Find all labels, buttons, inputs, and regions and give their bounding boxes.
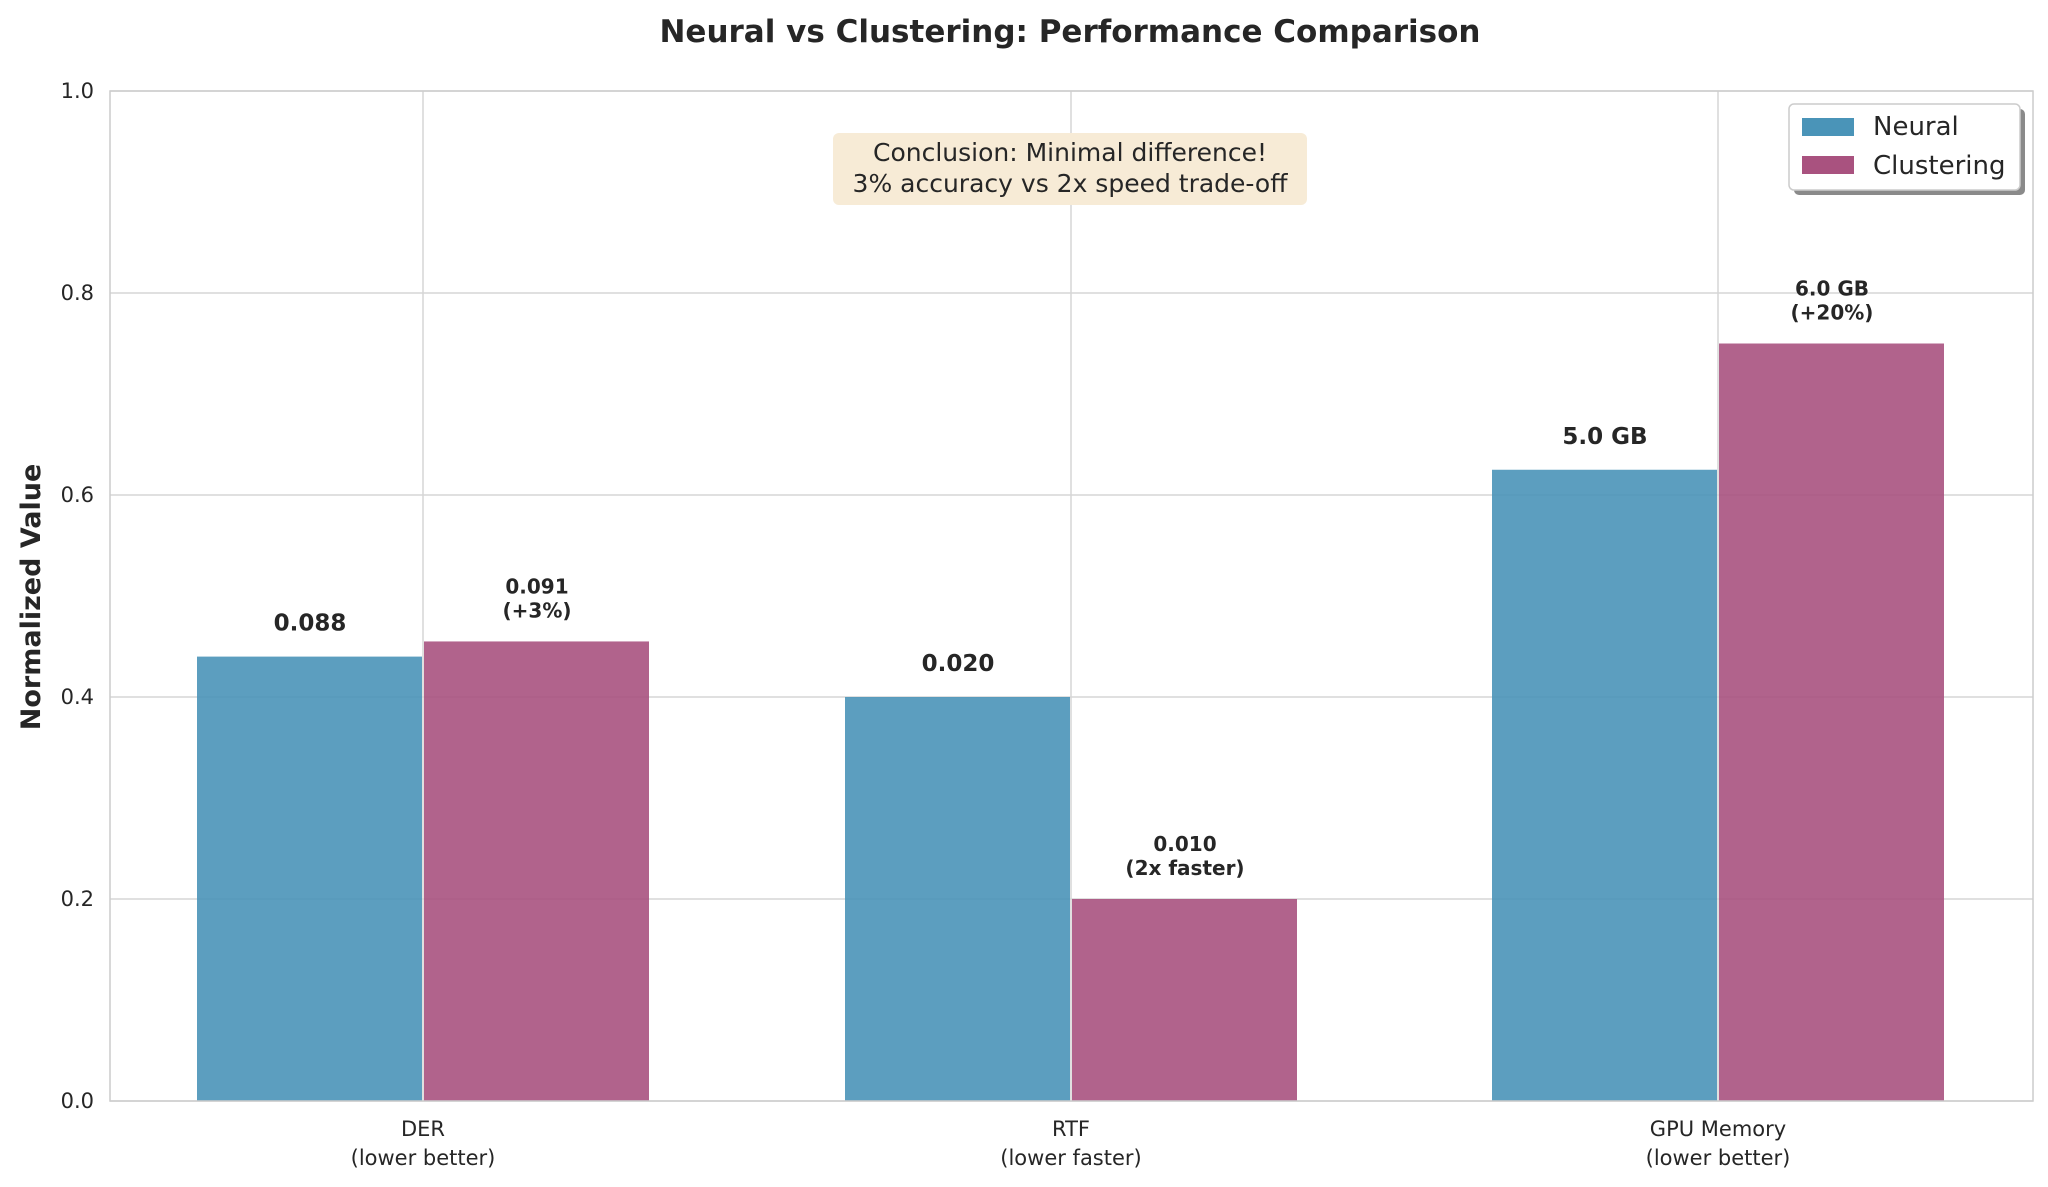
data-label: 0.091 (505, 574, 568, 598)
data-label: 6.0 GB (1795, 277, 1869, 301)
x-tick-label: (lower better) (1646, 1146, 1791, 1170)
y-tick-labels: 0.0 0.2 0.4 0.6 0.8 1.0 (61, 79, 94, 1113)
legend-swatch-neural (1802, 118, 1854, 136)
bar-clustering-2 (1719, 343, 1944, 1101)
x-tick-label: (lower faster) (1000, 1146, 1141, 1170)
x-tick-label: (lower better) (351, 1146, 496, 1170)
conclusion-note-box (833, 133, 1307, 205)
bar-clustering-1 (1072, 899, 1297, 1101)
data-label: 0.010 (1153, 832, 1216, 856)
chart-title: Neural vs Clustering: Performance Compar… (659, 14, 1480, 50)
y-tick-label: 0.6 (61, 483, 94, 507)
legend-label-neural: Neural (1873, 112, 1959, 142)
data-labels: 0.088 0.020 5.0 GB 0.091(+3%) 0.010(2x faste… (274, 277, 1874, 881)
x-tick-label: RTF (1052, 1117, 1090, 1141)
conclusion-note-line: 3% accuracy vs 2x speed trade-off (853, 169, 1289, 198)
x-tick-labels: DER (lower better) RTF (lower faster) GPU Me… (351, 1117, 1791, 1170)
y-tick-label: 0.4 (61, 685, 94, 709)
y-tick-label: 0.0 (61, 1089, 94, 1113)
y-axis-label: Normalized Value (16, 464, 47, 731)
conclusion-note: Conclusion: Minimal difference! 3% accur… (833, 133, 1307, 205)
y-tick-label: 0.2 (61, 887, 94, 911)
bar-clustering-0 (424, 641, 649, 1101)
data-label: 0.020 (922, 651, 995, 677)
bar-neural-1 (845, 697, 1070, 1101)
bars (197, 343, 1944, 1101)
data-label: (2x faster) (1125, 856, 1244, 880)
legend: Neural Clustering (1788, 103, 2025, 195)
data-label: (+3%) (503, 598, 572, 622)
plot-frame (109, 90, 2034, 1102)
y-tick-label: 1.0 (61, 79, 94, 103)
legend-label-clustering: Clustering (1873, 151, 2006, 181)
data-label: (+20%) (1791, 301, 1874, 325)
data-label: 0.088 (274, 611, 347, 637)
x-tick-label: GPU Memory (1650, 1117, 1786, 1141)
bar-neural-0 (197, 656, 422, 1101)
conclusion-note-line: Conclusion: Minimal difference! (873, 138, 1267, 167)
legend-swatch-clustering (1802, 156, 1854, 174)
x-tick-label: DER (401, 1117, 445, 1141)
y-tick-label: 0.8 (61, 281, 94, 305)
data-label: 5.0 GB (1562, 424, 1647, 450)
bar-neural-2 (1492, 469, 1717, 1101)
